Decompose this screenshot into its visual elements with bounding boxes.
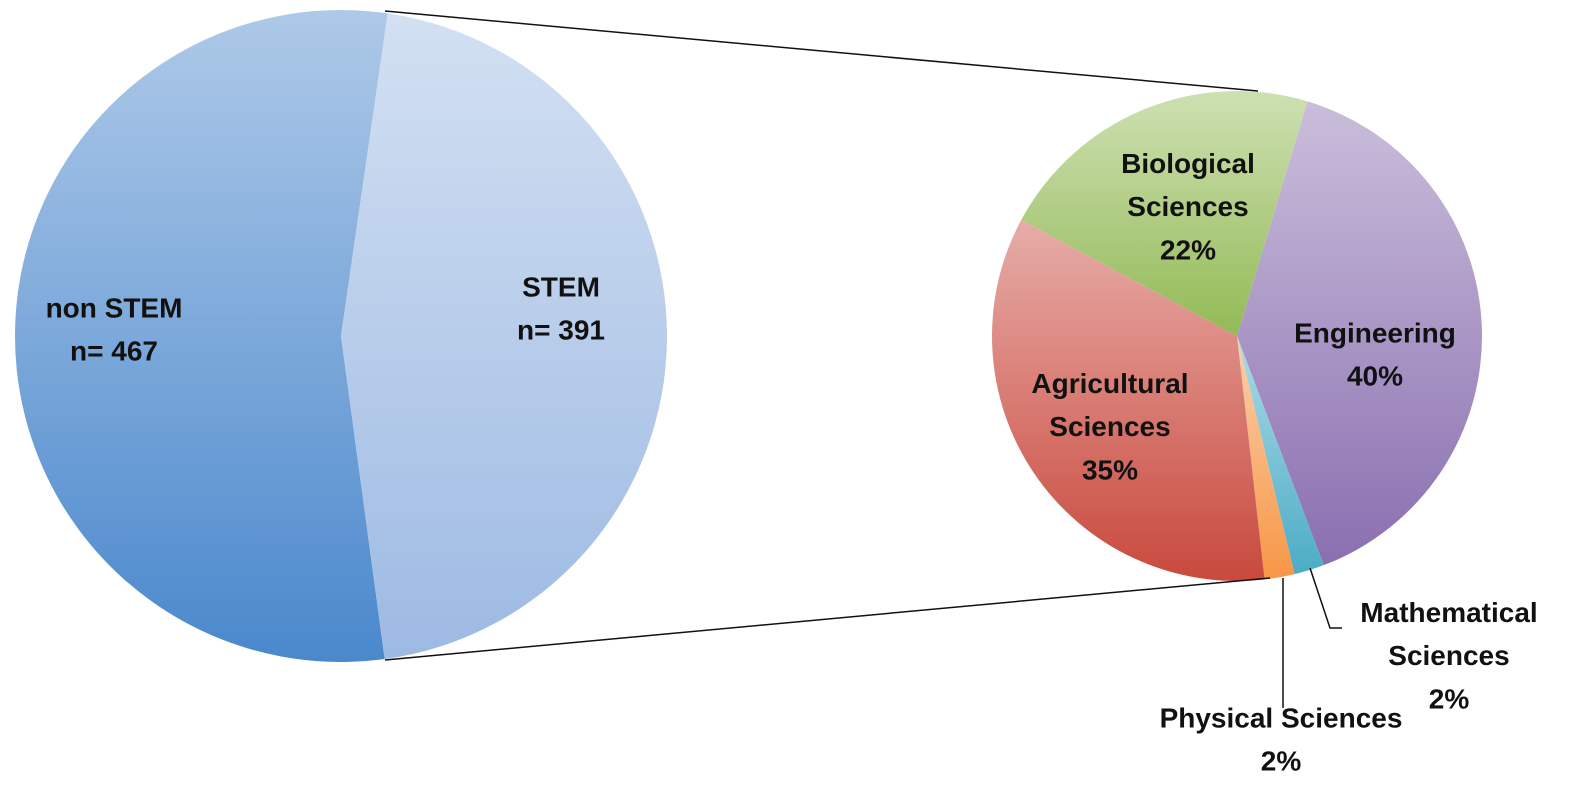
slice-value-label: n= 467 — [70, 335, 158, 366]
slice-label: non STEM — [46, 292, 183, 323]
slice-value-label: 2% — [1261, 745, 1302, 776]
slice-value-label: 35% — [1082, 454, 1138, 485]
leader-line — [1309, 567, 1342, 629]
slice-label: Engineering — [1294, 317, 1456, 348]
pie-slice — [1237, 101, 1482, 566]
slice-label: Biological Sciences — [1121, 148, 1255, 222]
slice-label: Agricultural Sciences — [1031, 368, 1188, 442]
pie-slice — [341, 13, 668, 660]
pie-slice — [991, 219, 1265, 582]
pie-slice — [1021, 90, 1308, 336]
slice-label: Mathematical Sciences — [1360, 597, 1537, 671]
slice-value-label: 2% — [1429, 683, 1470, 714]
connector-line — [384, 10, 1259, 92]
pie-slice — [1237, 336, 1324, 575]
slice-value-label: 40% — [1347, 360, 1403, 391]
slice-value-label: 22% — [1160, 234, 1216, 265]
pie-slice — [15, 9, 388, 662]
connector-line — [384, 577, 1271, 661]
slice-label: STEM — [522, 271, 600, 302]
slice-value-label: n= 391 — [517, 314, 605, 345]
pie-slice — [1237, 336, 1295, 580]
slice-label: Physical Sciences — [1160, 702, 1403, 733]
